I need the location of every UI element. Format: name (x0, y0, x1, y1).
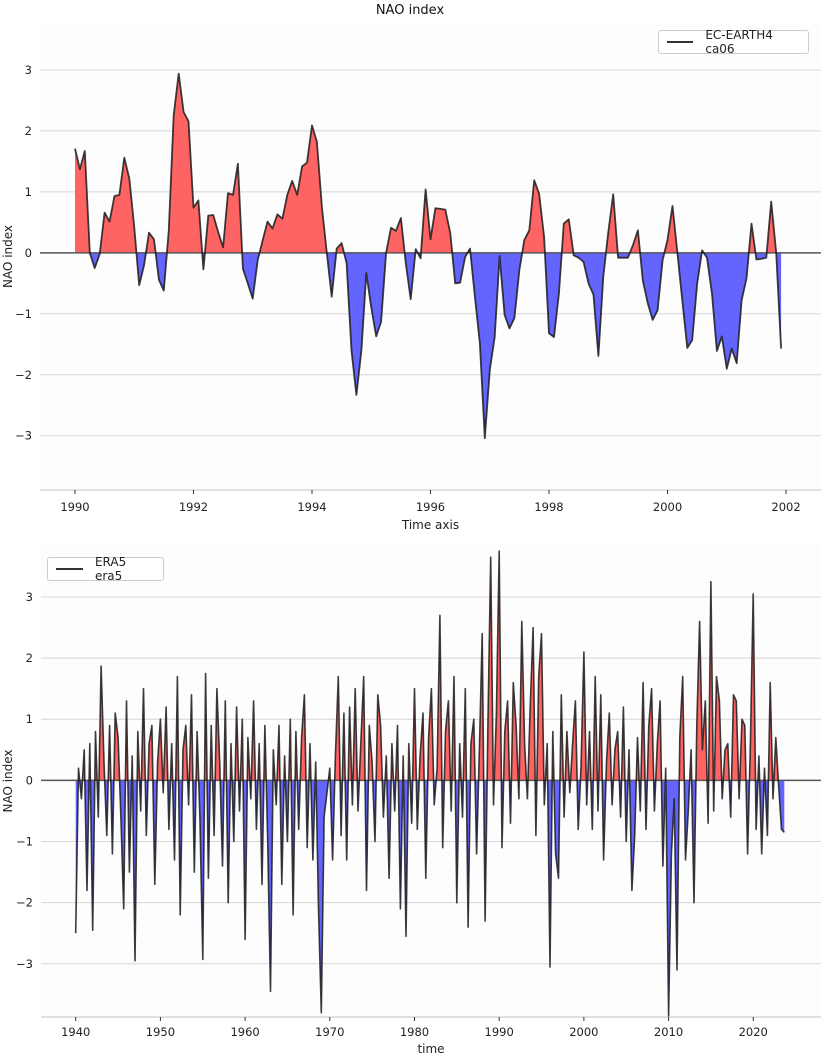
legend-label-bottom: ERA5 era5 (94, 555, 127, 583)
top-subplot: −3 −2 −1 0 1 2 3 1990 1992 1994 1996 1998 2000 2002 Ti… (1, 23, 821, 532)
x-tick-label: 1940 (61, 1025, 90, 1039)
y-axis-label: NAO index (1, 749, 15, 812)
y-tick-label: 1 (25, 185, 32, 199)
y-tick-label: 0 (26, 773, 33, 787)
y-tick-label: −3 (15, 429, 32, 443)
legend-label-top: EC-EARTH4 ca06 (705, 28, 773, 56)
x-tick-label: 1994 (297, 500, 326, 514)
x-tick-label: 2000 (569, 1025, 598, 1039)
x-tick-label: 1998 (534, 500, 563, 514)
x-axis-label: Time axis (401, 518, 459, 532)
x-tick-label: 1990 (485, 1025, 514, 1039)
x-tick-label: 1960 (230, 1025, 259, 1039)
y-tick-label: 2 (26, 651, 33, 665)
y-tick-label: 1 (26, 712, 33, 726)
x-tick-label: 1990 (60, 500, 89, 514)
y-axis-label: NAO index (1, 225, 15, 288)
x-axis-label: time (417, 1042, 444, 1056)
y-tick-label: 2 (25, 124, 32, 138)
x-tick-label: 2010 (654, 1025, 683, 1039)
bottom-subplot: −3 −2 −1 0 1 2 3 1940 1950 1960 1970 1980 1990 2000 20… (1, 545, 821, 1056)
legend-bottom: ERA5 era5 (47, 555, 164, 583)
legend-top: EC-EARTH4 ca06 (658, 28, 809, 56)
series-line (74, 72, 782, 440)
y-tick-label: −2 (15, 368, 32, 382)
x-tick-label: 1996 (416, 500, 445, 514)
x-tick-label: 1980 (400, 1025, 429, 1039)
y-tick-label: 0 (25, 246, 32, 260)
y-tick-label: 3 (26, 590, 33, 604)
x-tick-label: 1992 (179, 500, 208, 514)
series-line (74, 550, 785, 1017)
legend-line-swatch (56, 568, 83, 570)
y-tick-label: −1 (15, 307, 32, 321)
y-tick-label: −1 (16, 835, 33, 849)
negative-area-fill (89, 252, 782, 439)
x-tick-label: 2002 (771, 500, 800, 514)
x-tick-label: 1950 (146, 1025, 175, 1039)
legend-line-swatch (667, 41, 694, 43)
x-tick-label: 2000 (653, 500, 682, 514)
y-tick-label: −3 (16, 957, 33, 971)
x-tick-label: 1970 (315, 1025, 344, 1039)
y-tick-label: 3 (25, 63, 32, 77)
y-tick-label: −2 (16, 896, 33, 910)
x-tick-label: 2020 (739, 1025, 768, 1039)
figure-title: NAO index (376, 3, 445, 18)
